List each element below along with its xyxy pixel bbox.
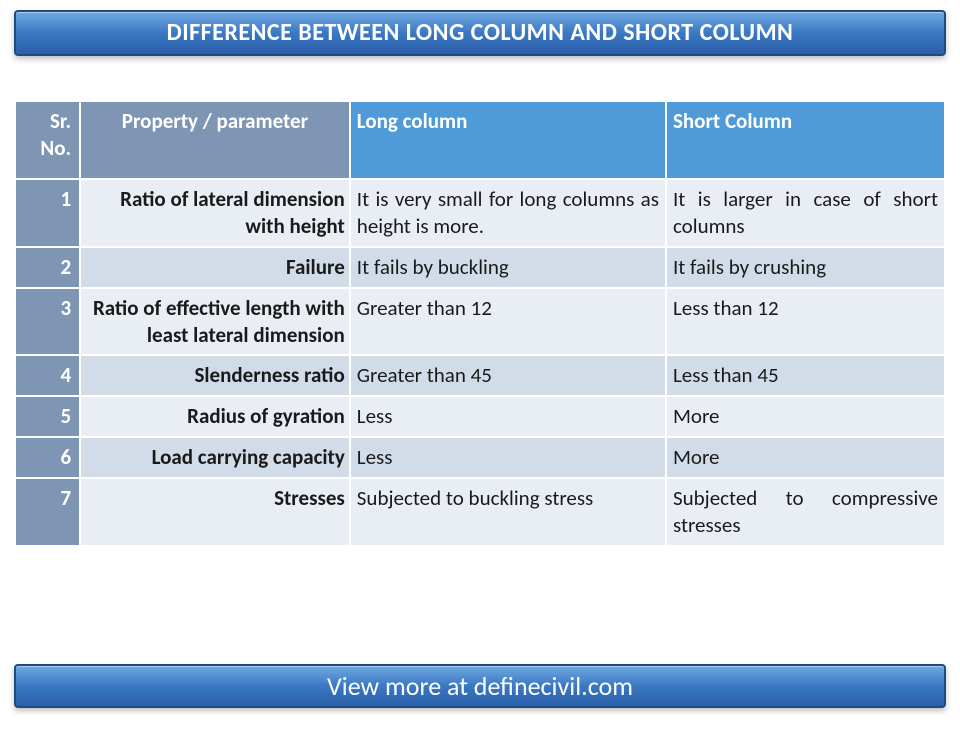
table-row: 5 Radius of gyration Less More: [15, 396, 945, 437]
table-row: 2 Failure It fails by buckling It fails …: [15, 247, 945, 288]
cell-short: More: [666, 396, 945, 437]
cell-long: It fails by buckling: [350, 247, 666, 288]
col-header-sr: Sr. No.: [15, 101, 80, 179]
footer-text: View more at definecivil.com: [327, 670, 633, 702]
cell-long: Subjected to buckling stress: [350, 478, 666, 546]
table-header-row: Sr. No. Property / parameter Long column…: [15, 101, 945, 179]
cell-short: Subjected to compressive stresses: [666, 478, 945, 546]
cell-sr: 6: [15, 437, 80, 478]
table-row: 6 Load carrying capacity Less More: [15, 437, 945, 478]
cell-property: Load carrying capacity: [80, 437, 350, 478]
cell-property: Slenderness ratio: [80, 355, 350, 396]
footer-banner: View more at definecivil.com: [14, 664, 946, 708]
cell-sr: 7: [15, 478, 80, 546]
col-header-property: Property / parameter: [80, 101, 350, 179]
cell-short: Less than 12: [666, 288, 945, 356]
page-title: DIFFERENCE BETWEEN LONG COLUMN AND SHORT…: [167, 18, 794, 47]
cell-long: Greater than 45: [350, 355, 666, 396]
cell-property: Radius of gyration: [80, 396, 350, 437]
table-row: 3 Ratio of effective length with least l…: [15, 288, 945, 356]
cell-property: Failure: [80, 247, 350, 288]
table-row: 1 Ratio of lateral dimension with height…: [15, 179, 945, 247]
cell-property: Stresses: [80, 478, 350, 546]
cell-property: Ratio of lateral dimension with height: [80, 179, 350, 247]
col-header-short: Short Column: [666, 101, 945, 179]
cell-long: Less: [350, 437, 666, 478]
cell-sr: 5: [15, 396, 80, 437]
cell-long: Less: [350, 396, 666, 437]
col-header-long: Long column: [350, 101, 666, 179]
cell-short: Less than 45: [666, 355, 945, 396]
table-row: 4 Slenderness ratio Greater than 45 Less…: [15, 355, 945, 396]
cell-short: More: [666, 437, 945, 478]
cell-short: It is larger in case of short columns: [666, 179, 945, 247]
comparison-table: Sr. No. Property / parameter Long column…: [14, 100, 946, 547]
comparison-table-container: Sr. No. Property / parameter Long column…: [14, 100, 946, 547]
cell-long: It is very small for long columns as hei…: [350, 179, 666, 247]
cell-sr: 1: [15, 179, 80, 247]
cell-sr: 4: [15, 355, 80, 396]
cell-short: It fails by crushing: [666, 247, 945, 288]
cell-property: Ratio of effective length with least lat…: [80, 288, 350, 356]
page-title-banner: DIFFERENCE BETWEEN LONG COLUMN AND SHORT…: [14, 10, 946, 56]
cell-sr: 3: [15, 288, 80, 356]
table-row: 7 Stresses Subjected to buckling stress …: [15, 478, 945, 546]
cell-sr: 2: [15, 247, 80, 288]
cell-long: Greater than 12: [350, 288, 666, 356]
